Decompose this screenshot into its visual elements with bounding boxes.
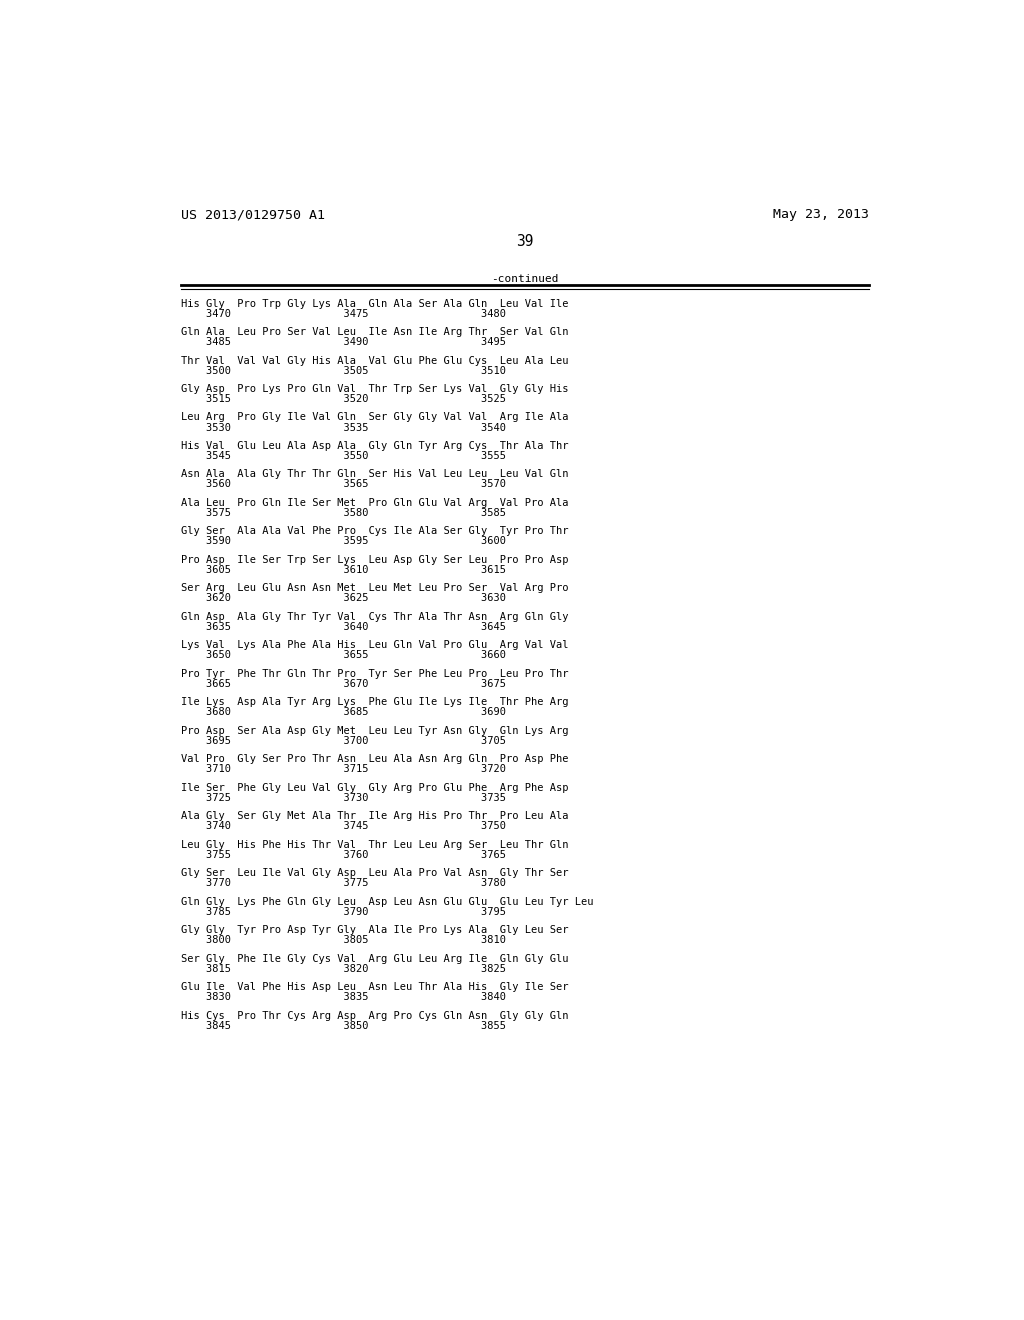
Text: 3470                  3475                  3480: 3470 3475 3480: [180, 309, 506, 318]
Text: Pro Tyr  Phe Thr Gln Thr Pro  Tyr Ser Phe Leu Pro  Leu Pro Thr: Pro Tyr Phe Thr Gln Thr Pro Tyr Ser Phe …: [180, 669, 568, 678]
Text: Pro Asp  Ser Ala Asp Gly Met  Leu Leu Tyr Asn Gly  Gln Lys Arg: Pro Asp Ser Ala Asp Gly Met Leu Leu Tyr …: [180, 726, 568, 735]
Text: Gln Gly  Lys Phe Gln Gly Leu  Asp Leu Asn Glu Glu  Glu Leu Tyr Leu: Gln Gly Lys Phe Gln Gly Leu Asp Leu Asn …: [180, 896, 593, 907]
Text: Gly Ser  Ala Ala Val Phe Pro  Cys Ile Ala Ser Gly  Tyr Pro Thr: Gly Ser Ala Ala Val Phe Pro Cys Ile Ala …: [180, 527, 568, 536]
Text: His Cys  Pro Thr Cys Arg Asp  Arg Pro Cys Gln Asn  Gly Gly Gln: His Cys Pro Thr Cys Arg Asp Arg Pro Cys …: [180, 1011, 568, 1020]
Text: Gly Asp  Pro Lys Pro Gln Val  Thr Trp Ser Lys Val  Gly Gly His: Gly Asp Pro Lys Pro Gln Val Thr Trp Ser …: [180, 384, 568, 393]
Text: 3575                  3580                  3585: 3575 3580 3585: [180, 508, 506, 517]
Text: 39: 39: [516, 234, 534, 249]
Text: 3845                  3850                  3855: 3845 3850 3855: [180, 1020, 506, 1031]
Text: 3770                  3775                  3780: 3770 3775 3780: [180, 878, 506, 888]
Text: 3785                  3790                  3795: 3785 3790 3795: [180, 907, 506, 917]
Text: Asn Ala  Ala Gly Thr Thr Gln  Ser His Val Leu Leu  Leu Val Gln: Asn Ala Ala Gly Thr Thr Gln Ser His Val …: [180, 470, 568, 479]
Text: 3650                  3655                  3660: 3650 3655 3660: [180, 651, 506, 660]
Text: 3620                  3625                  3630: 3620 3625 3630: [180, 594, 506, 603]
Text: Gly Gly  Tyr Pro Asp Tyr Gly  Ala Ile Pro Lys Ala  Gly Leu Ser: Gly Gly Tyr Pro Asp Tyr Gly Ala Ile Pro …: [180, 925, 568, 936]
Text: 3605                  3610                  3615: 3605 3610 3615: [180, 565, 506, 576]
Text: 3485                  3490                  3495: 3485 3490 3495: [180, 337, 506, 347]
Text: His Gly  Pro Trp Gly Lys Ala  Gln Ala Ser Ala Gln  Leu Val Ile: His Gly Pro Trp Gly Lys Ala Gln Ala Ser …: [180, 298, 568, 309]
Text: His Val  Glu Leu Ala Asp Ala  Gly Gln Tyr Arg Cys  Thr Ala Thr: His Val Glu Leu Ala Asp Ala Gly Gln Tyr …: [180, 441, 568, 451]
Text: Pro Asp  Ile Ser Trp Ser Lys  Leu Asp Gly Ser Leu  Pro Pro Asp: Pro Asp Ile Ser Trp Ser Lys Leu Asp Gly …: [180, 554, 568, 565]
Text: 3545                  3550                  3555: 3545 3550 3555: [180, 451, 506, 461]
Text: -continued: -continued: [492, 275, 558, 284]
Text: May 23, 2013: May 23, 2013: [773, 209, 869, 222]
Text: 3635                  3640                  3645: 3635 3640 3645: [180, 622, 506, 632]
Text: Ile Ser  Phe Gly Leu Val Gly  Gly Arg Pro Glu Phe  Arg Phe Asp: Ile Ser Phe Gly Leu Val Gly Gly Arg Pro …: [180, 783, 568, 793]
Text: 3830                  3835                  3840: 3830 3835 3840: [180, 993, 506, 1002]
Text: 3590                  3595                  3600: 3590 3595 3600: [180, 536, 506, 546]
Text: Lys Val  Lys Ala Phe Ala His  Leu Gln Val Pro Glu  Arg Val Val: Lys Val Lys Ala Phe Ala His Leu Gln Val …: [180, 640, 568, 651]
Text: Ser Arg  Leu Glu Asn Asn Met  Leu Met Leu Pro Ser  Val Arg Pro: Ser Arg Leu Glu Asn Asn Met Leu Met Leu …: [180, 583, 568, 594]
Text: 3815                  3820                  3825: 3815 3820 3825: [180, 964, 506, 974]
Text: 3755                  3760                  3765: 3755 3760 3765: [180, 850, 506, 859]
Text: Glu Ile  Val Phe His Asp Leu  Asn Leu Thr Ala His  Gly Ile Ser: Glu Ile Val Phe His Asp Leu Asn Leu Thr …: [180, 982, 568, 993]
Text: 3740                  3745                  3750: 3740 3745 3750: [180, 821, 506, 832]
Text: 3515                  3520                  3525: 3515 3520 3525: [180, 395, 506, 404]
Text: 3560                  3565                  3570: 3560 3565 3570: [180, 479, 506, 490]
Text: 3530                  3535                  3540: 3530 3535 3540: [180, 422, 506, 433]
Text: Thr Val  Val Val Gly His Ala  Val Glu Phe Glu Cys  Leu Ala Leu: Thr Val Val Val Gly His Ala Val Glu Phe …: [180, 355, 568, 366]
Text: Leu Arg  Pro Gly Ile Val Gln  Ser Gly Gly Val Val  Arg Ile Ala: Leu Arg Pro Gly Ile Val Gln Ser Gly Gly …: [180, 412, 568, 422]
Text: Gly Ser  Leu Ile Val Gly Asp  Leu Ala Pro Val Asn  Gly Thr Ser: Gly Ser Leu Ile Val Gly Asp Leu Ala Pro …: [180, 869, 568, 878]
Text: US 2013/0129750 A1: US 2013/0129750 A1: [180, 209, 325, 222]
Text: Gln Asp  Ala Gly Thr Tyr Val  Cys Thr Ala Thr Asn  Arg Gln Gly: Gln Asp Ala Gly Thr Tyr Val Cys Thr Ala …: [180, 612, 568, 622]
Text: Ala Gly  Ser Gly Met Ala Thr  Ile Arg His Pro Thr  Pro Leu Ala: Ala Gly Ser Gly Met Ala Thr Ile Arg His …: [180, 812, 568, 821]
Text: 3710                  3715                  3720: 3710 3715 3720: [180, 764, 506, 775]
Text: Ile Lys  Asp Ala Tyr Arg Lys  Phe Glu Ile Lys Ile  Thr Phe Arg: Ile Lys Asp Ala Tyr Arg Lys Phe Glu Ile …: [180, 697, 568, 708]
Text: 3500                  3505                  3510: 3500 3505 3510: [180, 366, 506, 375]
Text: 3695                  3700                  3705: 3695 3700 3705: [180, 737, 506, 746]
Text: Gln Ala  Leu Pro Ser Val Leu  Ile Asn Ile Arg Thr  Ser Val Gln: Gln Ala Leu Pro Ser Val Leu Ile Asn Ile …: [180, 327, 568, 337]
Text: 3665                  3670                  3675: 3665 3670 3675: [180, 678, 506, 689]
Text: Val Pro  Gly Ser Pro Thr Asn  Leu Ala Asn Arg Gln  Pro Asp Phe: Val Pro Gly Ser Pro Thr Asn Leu Ala Asn …: [180, 755, 568, 764]
Text: Leu Gly  His Phe His Thr Val  Thr Leu Leu Arg Ser  Leu Thr Gln: Leu Gly His Phe His Thr Val Thr Leu Leu …: [180, 840, 568, 850]
Text: Ser Gly  Phe Ile Gly Cys Val  Arg Glu Leu Arg Ile  Gln Gly Glu: Ser Gly Phe Ile Gly Cys Val Arg Glu Leu …: [180, 954, 568, 964]
Text: Ala Leu  Pro Gln Ile Ser Met  Pro Gln Glu Val Arg  Val Pro Ala: Ala Leu Pro Gln Ile Ser Met Pro Gln Glu …: [180, 498, 568, 508]
Text: 3680                  3685                  3690: 3680 3685 3690: [180, 708, 506, 717]
Text: 3725                  3730                  3735: 3725 3730 3735: [180, 793, 506, 803]
Text: 3800                  3805                  3810: 3800 3805 3810: [180, 936, 506, 945]
